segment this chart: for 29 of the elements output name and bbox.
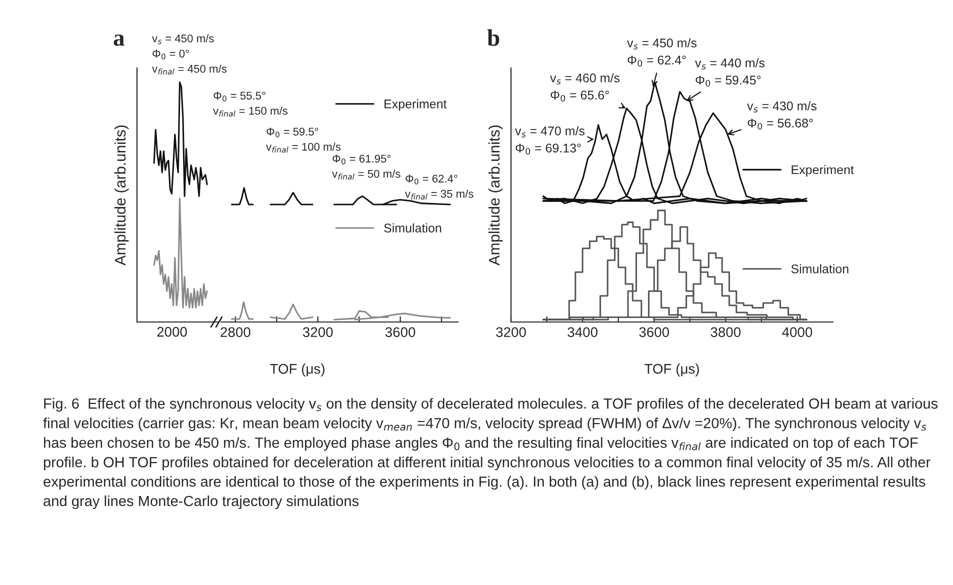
- x-tick-label: 2800: [220, 327, 250, 338]
- x-tick-label: 4000: [782, 327, 812, 338]
- text: Φ$_{0}$ = 55.5° v$_{final}$ = 150 m/s: [213, 92, 288, 117]
- x-tick-label: 3200: [496, 327, 526, 338]
- legend-label: Simulation: [384, 223, 442, 232]
- x-tick-label: 3800: [710, 327, 741, 338]
- x-tick-label: 3400: [568, 327, 598, 338]
- legend-label: Experiment: [384, 99, 447, 111]
- text: Φ$_{0}$ = 59.5° v$_{final}$ = 100 m/s: [266, 128, 341, 153]
- text: Φ$_{0}$ = 61.95° v$_{final}$ = 50 m/s: [332, 154, 400, 180]
- text: Fig. 6 Effect of the synchronous velocity v$_{s}$ on the density of decelerated molecules. a TOF profiles of the decelerated OH beam at various final velocities (carrier gas: Kr, mean beam velocity v$_{mean}$ =470 m/s, velocity spread (FWHM) of Δv/v =20%). The synchronous velocity v$_{s}$ has been chosen to be 450 m/s. The employed phase angles Φ$_{0}$ and the resulting final velocities v$_{final}$ are indicated on top of each TOF profile. b OH TOF profiles obtained for deceleration at different initial synchronous velocities to a common final velocity of 35 m/s. All other experimental conditions are identical to those of the experiments in Fig. (a). In both (a) and (b), black lines represent experimental results and gray lines Monte-Carlo trajectory simulations: [43, 398, 938, 510]
- annotation: v$_{s}$ = 440 m/s Φ$_{0}$ = 59.45°: [695, 58, 765, 87]
- annotation: v$_{s}$ = 460 m/s Φ$_{0}$ = 65.6°: [550, 73, 620, 102]
- chart-title: b: [487, 29, 500, 46]
- y-axis-title: Amplitude (arb.units): [114, 125, 129, 266]
- y-axis-title: Amplitude (arb.units): [488, 125, 503, 266]
- text: 2000: [157, 326, 187, 337]
- chart-title: a: [114, 34, 124, 46]
- x-tick-label: 3600: [639, 327, 670, 338]
- text: Φ$_{0}$ = 62.4° v$_{final}$ = 35 m/s: [405, 174, 474, 200]
- x-axis-title: TOF (μs): [270, 364, 324, 376]
- x-axis-title: TOF (μs): [644, 364, 699, 376]
- legend-label: Experiment: [792, 165, 854, 177]
- annotation: v$_{s}$ = 430 m/s Φ$_{0}$ = 56.68°: [747, 101, 817, 130]
- text: v$_{s}$ = 450 m/s Φ$_{0}$ = 0° v$_{final}$ = 450 m/s: [152, 34, 227, 75]
- x-tick-label: 3600: [385, 327, 416, 338]
- x-tick-label: 3200: [302, 327, 333, 338]
- annotation: v$_{s}$ = 470 m/s Φ$_{0}$ = 69.13°: [515, 126, 585, 155]
- legend-label: Simulation: [791, 264, 848, 274]
